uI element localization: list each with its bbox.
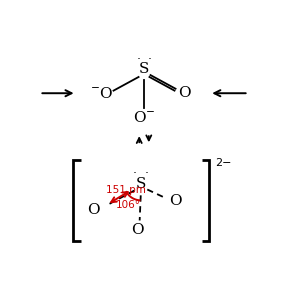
Text: O: O (131, 223, 144, 237)
Text: O: O (169, 194, 182, 209)
Text: O: O (178, 86, 191, 100)
Text: S: S (135, 177, 146, 191)
Text: ·: · (148, 53, 152, 65)
Text: O$^{-}$: O$^{-}$ (133, 110, 155, 124)
Text: 106°: 106° (116, 200, 141, 210)
Text: 2−: 2− (215, 158, 231, 168)
Text: ·: · (145, 167, 149, 180)
Text: ·: · (136, 53, 140, 65)
Text: S: S (139, 62, 149, 76)
Text: 151 pm: 151 pm (106, 185, 146, 194)
Text: ·: · (133, 167, 137, 180)
Text: O: O (88, 203, 100, 217)
Text: $^{-}$O: $^{-}$O (90, 86, 113, 101)
